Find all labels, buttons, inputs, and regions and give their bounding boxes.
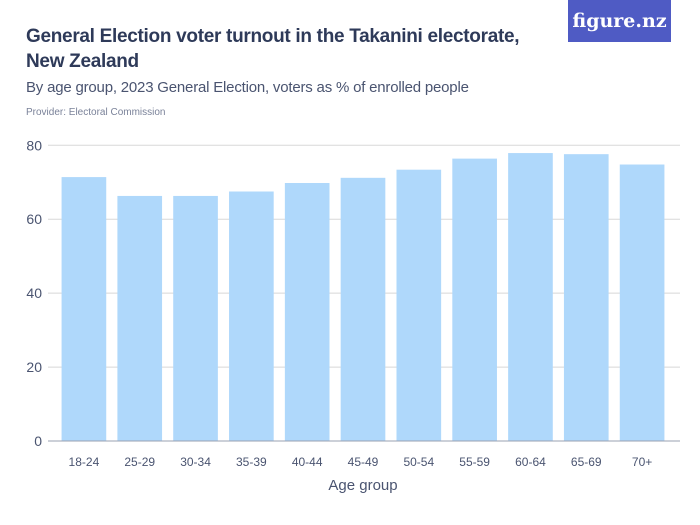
y-tick-label: 20 (26, 359, 42, 375)
x-axis-label: Age group (328, 477, 397, 494)
bar-65-69 (563, 154, 609, 441)
figure-nz-logo[interactable]: figure.nz (568, 0, 671, 42)
y-tick-label: 40 (26, 285, 42, 301)
x-tick-label: 25-29 (124, 455, 155, 469)
bar-18-24 (61, 177, 107, 441)
x-tick-label: 65-69 (571, 455, 602, 469)
x-tick-label: 30-34 (180, 455, 211, 469)
x-tick-label: 60-64 (515, 455, 546, 469)
x-tick-label: 55-59 (459, 455, 490, 469)
bar-55-59 (452, 158, 497, 441)
y-tick-label: 60 (26, 211, 42, 227)
x-tick-label: 70+ (632, 455, 652, 469)
bar-35-39 (229, 191, 274, 441)
x-tick-label: 18-24 (69, 455, 100, 469)
x-tick-label: 40-44 (292, 455, 323, 469)
x-tick-label: 35-39 (236, 455, 267, 469)
y-tick-label: 0 (34, 433, 42, 449)
bar-70+ (619, 164, 665, 441)
provider-text: Provider: Electoral Commission (26, 107, 166, 118)
logo-text: figure.nz (572, 10, 667, 32)
bar-40-44 (284, 183, 330, 441)
bar-45-49 (340, 177, 386, 441)
chart-title: General Election voter turnout in the Ta… (26, 26, 520, 72)
bar-30-34 (173, 195, 218, 441)
bar-50-54 (396, 169, 442, 441)
x-tick-label: 50-54 (403, 455, 434, 469)
bar-60-64 (508, 153, 553, 441)
bar-25-29 (117, 195, 163, 441)
x-tick-label: 45-49 (348, 455, 379, 469)
chart-subtitle: By age group, 2023 General Election, vot… (26, 79, 469, 96)
y-tick-label: 80 (26, 137, 42, 153)
